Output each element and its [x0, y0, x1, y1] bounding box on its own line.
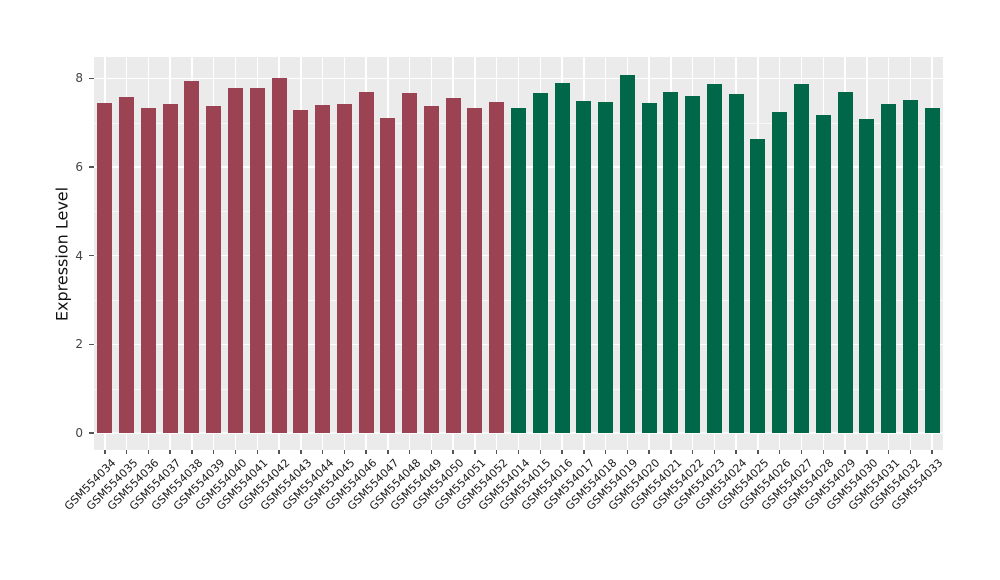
x-tick: [648, 450, 650, 454]
bar-GSM554028: [815, 115, 831, 433]
bar-GSM554032: [902, 99, 918, 433]
bar-GSM554021: [663, 92, 679, 433]
x-tick: [452, 450, 454, 454]
x-tick: [104, 450, 106, 454]
x-tick: [887, 450, 890, 454]
x-tick: [321, 450, 324, 454]
x-tick: [300, 450, 302, 454]
x-tick: [234, 450, 237, 454]
y-tick-label: 2: [75, 337, 83, 352]
x-tick: [909, 450, 912, 454]
bar-GSM554047: [380, 117, 396, 433]
x-tick: [713, 450, 716, 454]
x-tick: [169, 450, 171, 454]
h-gridline-major: [94, 77, 943, 80]
x-tick: [757, 450, 759, 454]
y-tick-label: 4: [75, 248, 83, 263]
bar-GSM554034: [97, 102, 113, 433]
bar-GSM554035: [119, 97, 135, 433]
y-tick: [89, 432, 94, 434]
x-tick: [191, 450, 193, 454]
plot-panel: [94, 57, 943, 450]
bar-GSM554037: [162, 103, 178, 433]
x-tick: [583, 450, 585, 454]
bar-GSM554043: [293, 110, 309, 433]
x-tick: [430, 450, 433, 454]
h-gridline-major: [94, 432, 943, 434]
x-tick: [539, 450, 542, 454]
x-tick: [604, 450, 607, 454]
bar-GSM554052: [489, 101, 505, 433]
y-tick-label: 6: [75, 159, 83, 174]
bar-GSM554030: [859, 119, 875, 433]
x-tick: [735, 450, 737, 454]
x-tick: [212, 450, 215, 454]
x-tick: [278, 450, 280, 454]
x-tick: [408, 450, 411, 454]
bar-GSM554040: [228, 87, 243, 433]
y-tick-label: 0: [75, 426, 83, 440]
bar-GSM554036: [140, 107, 156, 433]
y-tick: [89, 166, 94, 168]
x-tick: [800, 450, 803, 454]
x-tick: [931, 450, 933, 454]
bar-GSM554019: [619, 75, 635, 433]
y-tick: [89, 343, 94, 346]
bar-GSM554048: [402, 93, 418, 433]
y-tick-label: 8: [75, 71, 83, 86]
x-tick: [778, 450, 781, 454]
bar-GSM554018: [598, 101, 614, 433]
bar-GSM554046: [358, 92, 374, 433]
x-tick: [256, 450, 259, 454]
x-tick: [495, 450, 498, 454]
y-tick: [89, 77, 94, 80]
bar-GSM554042: [271, 78, 287, 433]
bar-GSM554041: [249, 87, 265, 433]
bar-GSM554026: [772, 111, 788, 433]
x-tick: [691, 450, 694, 454]
y-tick: [89, 254, 94, 257]
x-tick: [517, 450, 520, 454]
x-tick: [670, 450, 672, 454]
bar-GSM554016: [554, 83, 570, 433]
bar-GSM554025: [750, 139, 766, 433]
bar-GSM554045: [336, 104, 352, 433]
bar-GSM554024: [728, 94, 744, 433]
x-tick: [866, 450, 868, 454]
bar-GSM554038: [184, 80, 200, 433]
x-tick: [844, 450, 846, 454]
bar-GSM554014: [511, 107, 526, 433]
bar-GSM554017: [576, 100, 592, 433]
x-tick: [474, 450, 476, 454]
x-tick: [365, 450, 367, 454]
bar-GSM554027: [794, 84, 809, 433]
bar-GSM554022: [685, 96, 701, 433]
bar-GSM554020: [641, 103, 657, 433]
bar-GSM554050: [445, 97, 461, 433]
bar-GSM554031: [881, 103, 897, 433]
x-tick: [387, 450, 389, 454]
bar-GSM554033: [924, 107, 940, 433]
x-tick: [147, 450, 150, 454]
x-tick: [822, 450, 825, 454]
bar-GSM554015: [532, 93, 548, 433]
bar-GSM554023: [706, 84, 722, 433]
bar-GSM554029: [837, 92, 853, 433]
x-tick: [343, 450, 346, 454]
x-tick: [626, 450, 629, 454]
bar-GSM554044: [315, 104, 331, 433]
bar-GSM554049: [423, 105, 439, 433]
bar-GSM554051: [467, 108, 483, 433]
x-tick: [561, 450, 563, 454]
bar-GSM554039: [206, 105, 222, 433]
x-tick: [125, 450, 128, 454]
